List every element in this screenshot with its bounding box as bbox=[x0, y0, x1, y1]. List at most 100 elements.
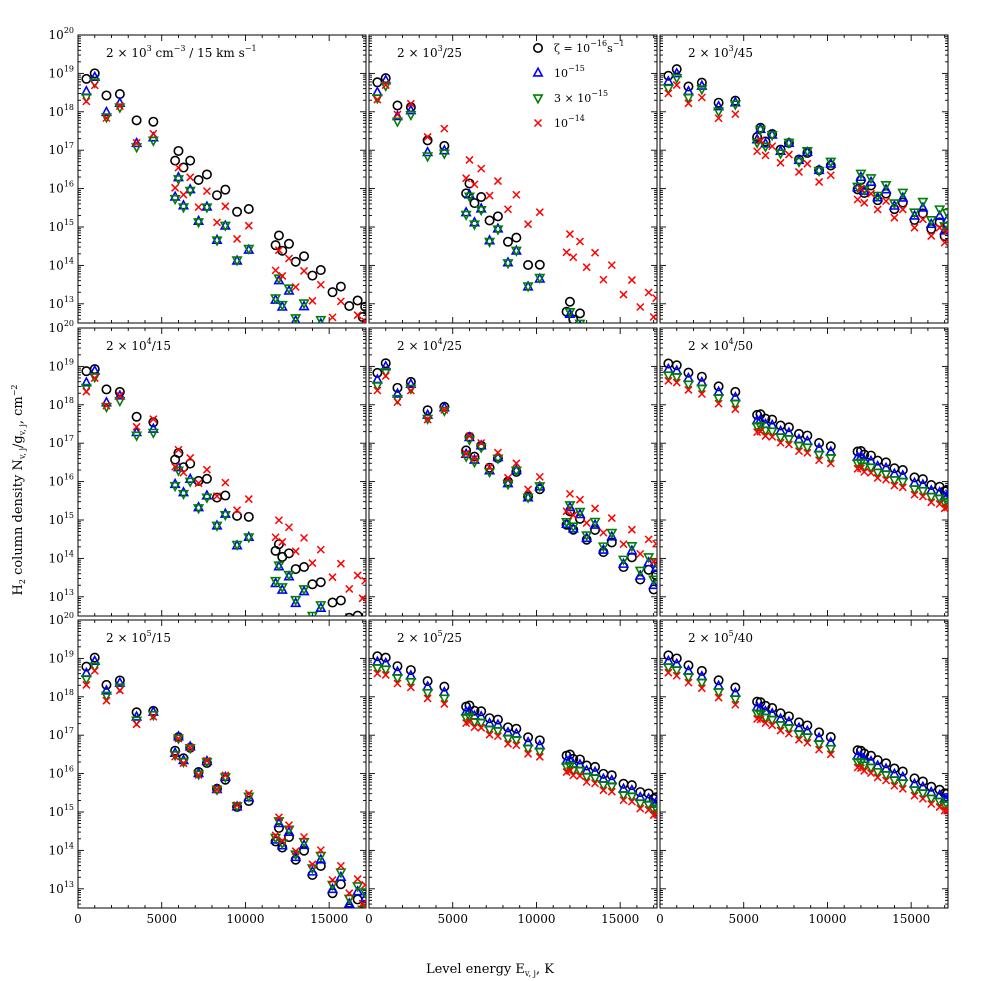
point-s3 bbox=[201, 493, 213, 504]
point-s3 bbox=[941, 208, 948, 219]
point-s2 bbox=[628, 384, 636, 392]
point-s4 bbox=[524, 220, 533, 229]
point-s3 bbox=[925, 216, 937, 227]
point-s4 bbox=[353, 311, 362, 320]
point-s2 bbox=[328, 354, 336, 362]
point-s4 bbox=[300, 533, 309, 542]
point-s1 bbox=[469, 198, 480, 209]
point-s3 bbox=[290, 595, 302, 607]
point-s2 bbox=[100, 684, 113, 695]
y-tick-label: 1018 bbox=[49, 103, 74, 119]
point-s4 bbox=[470, 723, 479, 732]
scatter-points bbox=[662, 358, 948, 513]
point-s3 bbox=[391, 117, 404, 128]
point-s4 bbox=[221, 771, 230, 780]
scatter-points bbox=[371, 73, 657, 420]
point-s3 bbox=[793, 157, 805, 168]
point-s1 bbox=[683, 660, 694, 671]
point-s3 bbox=[626, 542, 638, 553]
point-s1 bbox=[283, 548, 294, 559]
point-s3 bbox=[582, 350, 590, 358]
point-s2 bbox=[606, 530, 618, 541]
point-s4 bbox=[393, 398, 402, 407]
point-s3 bbox=[908, 485, 921, 496]
point-s2 bbox=[502, 477, 514, 488]
point-s4 bbox=[943, 806, 948, 815]
point-s1 bbox=[909, 773, 920, 784]
point-s4 bbox=[619, 796, 628, 805]
point-s2 bbox=[619, 395, 627, 403]
legend-marker-1 bbox=[532, 42, 543, 53]
point-s2 bbox=[184, 183, 196, 194]
point-s4 bbox=[512, 190, 521, 199]
point-s4 bbox=[221, 202, 230, 211]
point-s4 bbox=[361, 880, 366, 889]
point-s3 bbox=[813, 450, 825, 461]
point-s2 bbox=[897, 191, 909, 202]
point-s4 bbox=[406, 683, 415, 692]
panel-frame bbox=[368, 34, 658, 324]
point-s4 bbox=[826, 750, 835, 759]
point-s3 bbox=[880, 470, 892, 481]
panel-frame bbox=[659, 619, 949, 909]
point-s1 bbox=[170, 745, 181, 756]
point-s4 bbox=[300, 832, 309, 842]
point-s1 bbox=[636, 393, 644, 401]
legend-label-2: 10−15 bbox=[554, 64, 585, 80]
scatter-points bbox=[371, 358, 657, 595]
y-tick-label: 1020 bbox=[49, 26, 74, 42]
point-s1 bbox=[173, 145, 184, 156]
point-s1 bbox=[101, 90, 112, 101]
point-s4 bbox=[882, 197, 891, 206]
point-s3 bbox=[315, 851, 327, 862]
point-s4 bbox=[171, 183, 180, 192]
point-s2 bbox=[335, 870, 347, 882]
panel-frame bbox=[77, 327, 367, 617]
point-s3 bbox=[353, 353, 361, 361]
point-s1 bbox=[81, 366, 92, 377]
y-tick-label: 1019 bbox=[49, 357, 74, 373]
point-s4 bbox=[860, 198, 869, 207]
point-s4 bbox=[212, 492, 222, 501]
point-s2 bbox=[908, 209, 921, 220]
point-s4 bbox=[353, 875, 362, 884]
point-s3 bbox=[468, 717, 481, 729]
point-s1 bbox=[599, 350, 607, 358]
point-s1 bbox=[730, 386, 741, 397]
point-s2 bbox=[131, 136, 143, 148]
point-s4 bbox=[943, 227, 948, 236]
point-s3 bbox=[534, 273, 546, 284]
panel-title: 2 × 103/25 bbox=[397, 44, 462, 60]
point-s1 bbox=[564, 296, 575, 307]
point-s1 bbox=[315, 577, 326, 588]
point-s1 bbox=[713, 381, 724, 392]
point-s4 bbox=[149, 712, 158, 721]
point-s4 bbox=[898, 205, 907, 214]
point-s1 bbox=[360, 301, 366, 312]
point-s1 bbox=[671, 653, 682, 664]
point-s2 bbox=[671, 67, 683, 78]
point-s1 bbox=[644, 389, 652, 397]
point-s3 bbox=[941, 497, 948, 509]
point-s2 bbox=[934, 209, 946, 221]
point-s4 bbox=[202, 465, 211, 474]
point-s1 bbox=[211, 190, 222, 201]
point-s4 bbox=[462, 449, 471, 458]
point-s3 bbox=[276, 583, 288, 594]
point-s3 bbox=[636, 412, 644, 420]
point-s4 bbox=[291, 282, 300, 292]
point-s3 bbox=[925, 492, 937, 504]
point-s1 bbox=[917, 474, 928, 485]
point-s4 bbox=[672, 671, 681, 680]
scatter-points bbox=[662, 650, 948, 815]
point-s2 bbox=[917, 201, 929, 212]
point-s4 bbox=[271, 266, 280, 275]
point-s3 bbox=[283, 570, 295, 582]
point-s2 bbox=[855, 170, 867, 182]
y-tick-label: 1017 bbox=[49, 726, 74, 742]
point-s2 bbox=[484, 234, 496, 245]
point-s4 bbox=[82, 387, 91, 396]
point-s1 bbox=[671, 64, 682, 75]
point-s4 bbox=[890, 781, 899, 790]
